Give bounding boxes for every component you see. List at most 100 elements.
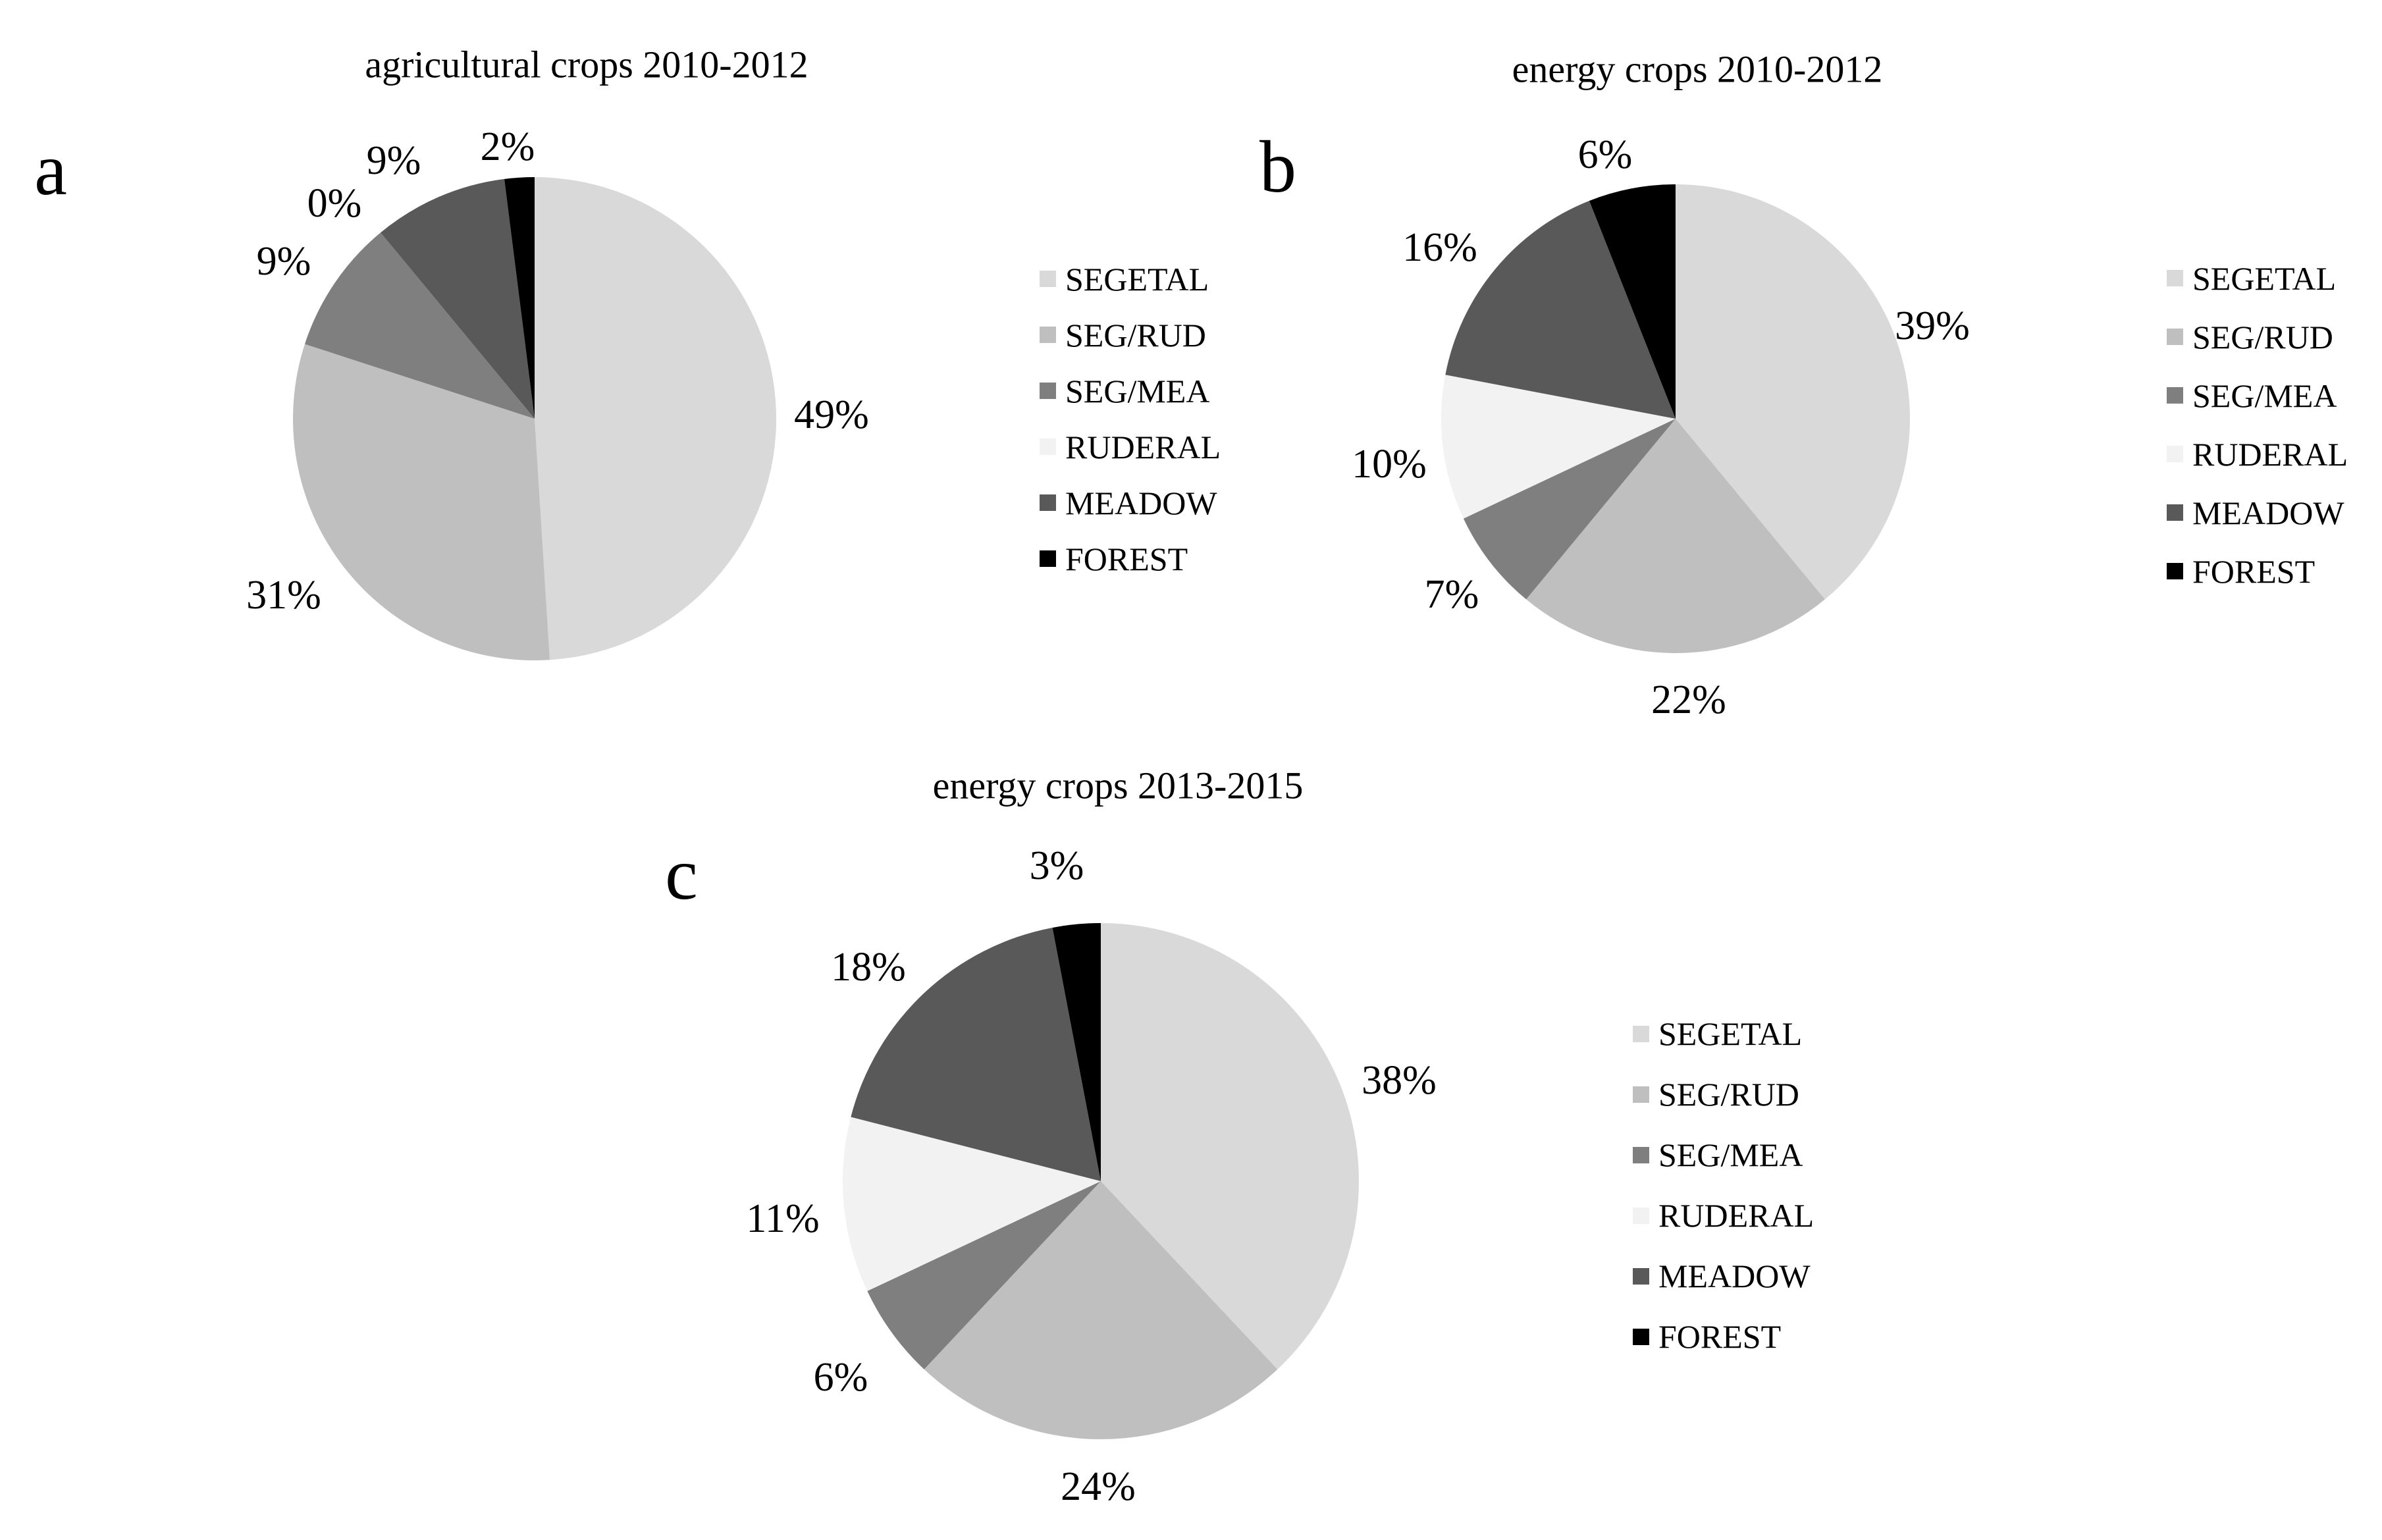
legend-swatch-forest	[1633, 1328, 1649, 1345]
legend-swatch-forest	[1040, 550, 1056, 567]
slice-label-a-seg-rud: 31%	[246, 573, 321, 618]
legend-label: FOREST	[1065, 540, 1188, 577]
pie-slice-seg-mea	[1463, 419, 1676, 600]
legend-swatch-seg-rud	[1040, 327, 1056, 343]
pie-slice-seg-rud	[924, 1181, 1278, 1440]
legend-swatch-ruderal	[1040, 438, 1056, 455]
pie-slice-seg-rud	[292, 344, 550, 661]
legend-item-ruderal: RUDERAL	[1633, 1185, 1814, 1246]
legend-label: SEG/MEA	[2192, 377, 2337, 414]
panel-letter-a: a	[34, 129, 67, 211]
legend-swatch-forest	[2167, 563, 2183, 579]
panel-letter-b: b	[1259, 126, 1296, 208]
pie-slice-seg-rud	[1526, 419, 1825, 653]
legend-label: FOREST	[2192, 552, 2316, 590]
legend-label: MEADOW	[2192, 494, 2344, 531]
slice-label-c-meadow: 18%	[831, 945, 906, 990]
legend-item-meadow: MEADOW	[1040, 475, 1221, 531]
legend-swatch-meadow	[2167, 504, 2183, 521]
legend-item-ruderal: RUDERAL	[2167, 425, 2348, 483]
legend-label: RUDERAL	[2192, 435, 2348, 473]
pie-slice-meadow	[1445, 201, 1676, 419]
pie-slice-segetal	[535, 177, 777, 660]
legend-label: SEGETAL	[2192, 259, 2337, 297]
legend-label: SEG/RUD	[1658, 1076, 1799, 1113]
legend-swatch-meadow	[1040, 494, 1056, 511]
slice-label-b-seg-mea: 7%	[1424, 572, 1479, 617]
legend-item-seg-mea: SEG/MEA	[1040, 363, 1221, 419]
legend-item-segetal: SEGETAL	[2167, 249, 2348, 307]
legend-item-seg-mea: SEG/MEA	[2167, 366, 2348, 425]
pie-slice-meadow	[851, 927, 1101, 1181]
slice-label-a-forest: 2%	[480, 124, 535, 169]
slice-label-a-seg-mea: 9%	[256, 239, 311, 284]
legend-swatch-seg-rud	[2167, 329, 2183, 345]
legend-label: RUDERAL	[1065, 428, 1221, 465]
slice-label-c-ruderal: 11%	[746, 1196, 820, 1241]
pie-slice-seg-mea	[304, 232, 535, 419]
legend-item-seg-mea: SEG/MEA	[1633, 1125, 1814, 1185]
legend-label: SEG/RUD	[2192, 318, 2333, 356]
slice-label-b-segetal: 39%	[1895, 304, 1970, 348]
pie-slice-meadow	[381, 178, 535, 419]
legend-item-segetal: SEGETAL	[1040, 251, 1221, 307]
pie-slice-ruderal	[843, 1117, 1101, 1291]
legend-swatch-seg-rud	[1633, 1086, 1649, 1103]
legend-item-seg-rud: SEG/RUD	[2167, 307, 2348, 366]
slice-label-c-seg-mea: 6%	[813, 1355, 868, 1400]
slice-label-a-ruderal: 0%	[307, 181, 362, 226]
slice-label-c-segetal: 38%	[1362, 1058, 1437, 1103]
legend-swatch-seg-mea	[1040, 383, 1056, 399]
legend-item-segetal: SEGETAL	[1633, 1003, 1814, 1064]
legend-b: SEGETAL SEG/RUD SEG/MEA RUDERAL MEADOW FOREST	[2167, 249, 2348, 600]
legend-swatch-segetal	[2167, 270, 2183, 286]
legend-label: SEG/MEA	[1658, 1136, 1803, 1173]
legend-item-ruderal: RUDERAL	[1040, 419, 1221, 475]
legend-label: SEGETAL	[1065, 260, 1209, 298]
legend-label: MEADOW	[1658, 1258, 1811, 1294]
legend-item-meadow: MEADOW	[2167, 483, 2348, 542]
pie-slice-forest	[504, 177, 535, 419]
pie-chart-a	[292, 177, 777, 661]
slice-label-b-meadow: 16%	[1402, 225, 1477, 270]
pie-slice-forest	[1052, 923, 1101, 1181]
legend-label: SEGETAL	[1658, 1015, 1803, 1052]
legend-label: FOREST	[1658, 1318, 1782, 1355]
legend-swatch-segetal	[1633, 1025, 1649, 1042]
pie-chart-b	[1441, 184, 1910, 653]
pie-slice-segetal	[1101, 923, 1360, 1369]
legend-item-forest: FOREST	[1040, 531, 1221, 587]
legend-swatch-segetal	[1040, 271, 1056, 287]
chart-title-c: energy crops 2013-2015	[932, 764, 1304, 807]
legend-label: RUDERAL	[1658, 1197, 1814, 1234]
legend-item-seg-rud: SEG/RUD	[1040, 307, 1221, 363]
legend-item-seg-rud: SEG/RUD	[1633, 1064, 1814, 1125]
slice-label-c-seg-rud: 24%	[1061, 1464, 1136, 1509]
legend-swatch-meadow	[1633, 1267, 1649, 1285]
legend-c: SEGETAL SEG/RUD SEG/MEA RUDERAL MEADOW FOREST	[1633, 1003, 1814, 1367]
chart-title-a: agricultural crops 2010-2012	[365, 43, 808, 86]
legend-label: SEG/MEA	[1065, 372, 1210, 410]
pie-slice-seg-mea	[867, 1181, 1101, 1369]
slice-label-b-ruderal: 10%	[1352, 442, 1427, 487]
legend-swatch-ruderal	[2167, 446, 2183, 462]
slice-label-c-forest: 3%	[1029, 843, 1084, 888]
legend-label: SEG/RUD	[1065, 316, 1206, 354]
pie-slice-ruderal	[1441, 375, 1676, 519]
legend-swatch-seg-mea	[1633, 1146, 1649, 1163]
pie-slice-segetal	[1676, 184, 1910, 600]
legend-item-meadow: MEADOW	[1633, 1246, 1814, 1306]
slice-label-b-seg-rud: 22%	[1651, 677, 1726, 722]
panel-letter-c: c	[665, 834, 698, 915]
legend-item-forest: FOREST	[2167, 542, 2348, 600]
legend-label: MEADOW	[1065, 484, 1217, 521]
pie-slice-forest	[1589, 184, 1676, 419]
legend-item-forest: FOREST	[1633, 1306, 1814, 1367]
slice-label-b-forest: 6%	[1577, 132, 1633, 177]
legend-swatch-seg-mea	[2167, 387, 2183, 404]
pie-chart-c	[843, 923, 1360, 1440]
legend-swatch-ruderal	[1633, 1207, 1649, 1224]
slice-label-a-segetal: 49%	[794, 392, 869, 437]
legend-a: SEGETAL SEG/RUD SEG/MEA RUDERAL MEADOW FOREST	[1040, 251, 1221, 587]
